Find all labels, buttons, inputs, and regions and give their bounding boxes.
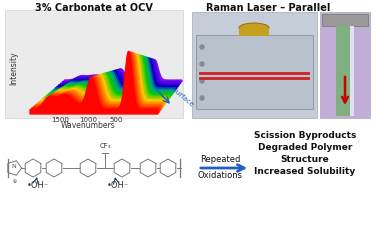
- Polygon shape: [62, 59, 181, 83]
- Polygon shape: [55, 58, 176, 90]
- Polygon shape: [39, 54, 164, 105]
- Polygon shape: [48, 56, 171, 97]
- Polygon shape: [59, 59, 178, 87]
- Polygon shape: [46, 55, 169, 99]
- Polygon shape: [53, 57, 174, 92]
- Polygon shape: [33, 52, 161, 111]
- Text: Degraded Polymer: Degraded Polymer: [258, 143, 352, 152]
- FancyBboxPatch shape: [350, 26, 354, 116]
- Text: Wavenumbers: Wavenumbers: [61, 121, 115, 130]
- Circle shape: [200, 96, 204, 100]
- FancyBboxPatch shape: [192, 12, 317, 118]
- Text: Intensity: Intensity: [9, 51, 18, 85]
- Polygon shape: [42, 55, 167, 102]
- Text: Δx surface: Δx surface: [162, 79, 194, 107]
- Circle shape: [200, 45, 204, 49]
- Text: •OH⁻: •OH⁻: [107, 181, 129, 190]
- Text: Raman Laser – Parallel: Raman Laser – Parallel: [206, 3, 330, 13]
- Text: 3% Carbonate at OCV: 3% Carbonate at OCV: [35, 3, 153, 13]
- Polygon shape: [50, 56, 172, 95]
- Polygon shape: [35, 53, 162, 109]
- Text: Increased Solubility: Increased Solubility: [255, 167, 356, 176]
- Text: CF₃: CF₃: [99, 143, 111, 149]
- Text: Repeated: Repeated: [200, 156, 240, 164]
- Polygon shape: [37, 53, 163, 107]
- Circle shape: [200, 79, 204, 83]
- Polygon shape: [44, 55, 168, 100]
- Circle shape: [200, 62, 204, 66]
- FancyBboxPatch shape: [196, 35, 313, 109]
- FancyBboxPatch shape: [239, 28, 269, 36]
- Text: 1500: 1500: [51, 117, 69, 123]
- FancyBboxPatch shape: [336, 26, 352, 116]
- Text: 1000: 1000: [79, 117, 97, 123]
- Text: N: N: [12, 164, 17, 169]
- Ellipse shape: [239, 23, 269, 33]
- Text: Scission Byproducts: Scission Byproducts: [254, 131, 356, 140]
- Polygon shape: [57, 58, 177, 88]
- Polygon shape: [41, 54, 165, 104]
- Text: Structure: Structure: [280, 155, 329, 164]
- Text: •OH⁻: •OH⁻: [27, 181, 49, 190]
- Polygon shape: [30, 51, 158, 114]
- FancyBboxPatch shape: [320, 12, 370, 118]
- FancyBboxPatch shape: [322, 14, 368, 26]
- Text: ⊕: ⊕: [13, 179, 17, 184]
- Polygon shape: [61, 59, 179, 85]
- Text: 500: 500: [109, 117, 123, 123]
- FancyBboxPatch shape: [5, 10, 183, 118]
- Text: Oxidations: Oxidations: [197, 172, 243, 181]
- Polygon shape: [32, 52, 159, 112]
- Polygon shape: [52, 57, 173, 94]
- Polygon shape: [64, 60, 182, 82]
